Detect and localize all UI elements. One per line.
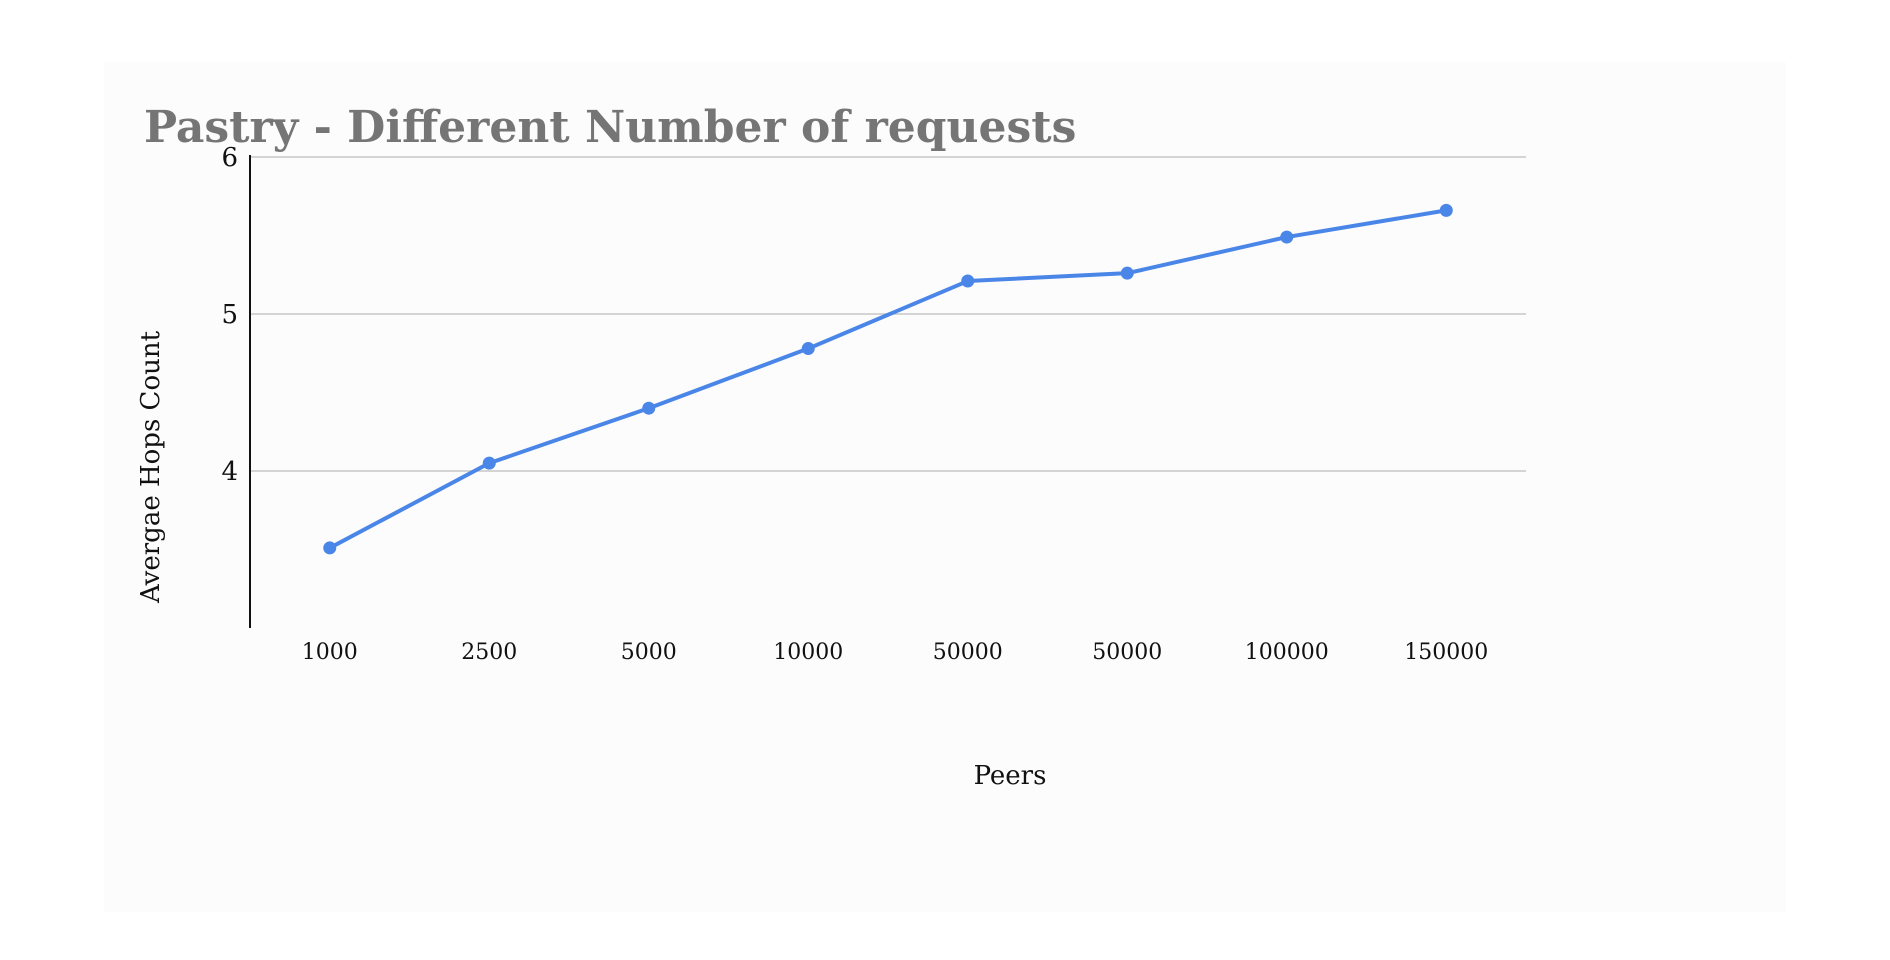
x-tick-label: 100000 bbox=[1245, 640, 1329, 665]
series-line bbox=[330, 210, 1447, 548]
data-points bbox=[323, 204, 1453, 555]
chart-card: Pastry - Different Number of requests 4 5… bbox=[104, 62, 1786, 912]
data-point bbox=[323, 541, 336, 554]
y-axis-label: Avergae Hops Count bbox=[136, 330, 166, 604]
data-point bbox=[1440, 204, 1453, 217]
y-tick-label: 6 bbox=[221, 143, 238, 173]
x-tick-label: 10000 bbox=[773, 640, 843, 665]
chart-title: Pastry - Different Number of requests bbox=[144, 102, 1076, 153]
y-tick-label: 5 bbox=[221, 300, 238, 330]
data-point bbox=[642, 402, 655, 415]
data-point bbox=[483, 457, 496, 470]
y-tick-label: 4 bbox=[221, 457, 238, 487]
data-point bbox=[1121, 267, 1134, 280]
x-tick-label: 1000 bbox=[302, 640, 358, 665]
y-axis-ticks: 4 5 6 bbox=[221, 143, 238, 487]
line-chart: Pastry - Different Number of requests 4 5… bbox=[104, 62, 1786, 912]
x-tick-label: 50000 bbox=[1092, 640, 1162, 665]
data-point bbox=[802, 342, 815, 355]
x-axis-label: Peers bbox=[974, 761, 1047, 791]
data-point bbox=[961, 275, 974, 288]
x-tick-label: 2500 bbox=[461, 640, 517, 665]
x-axis-ticks: 1000 2500 5000 10000 50000 50000 100000 150000 bbox=[302, 640, 1488, 665]
x-tick-label: 5000 bbox=[621, 640, 677, 665]
x-tick-label: 150000 bbox=[1404, 640, 1488, 665]
data-point bbox=[1280, 231, 1293, 244]
x-tick-label: 50000 bbox=[933, 640, 1003, 665]
